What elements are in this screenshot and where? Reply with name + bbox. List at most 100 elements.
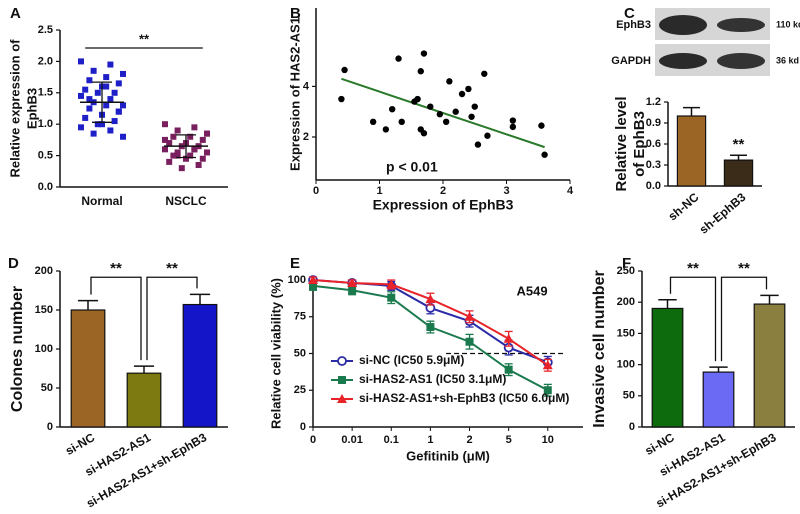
point xyxy=(78,92,84,99)
y-tick-label: 0.9 xyxy=(646,117,661,129)
significance: ** xyxy=(110,260,122,277)
point xyxy=(452,108,459,115)
point xyxy=(170,133,177,140)
point xyxy=(115,108,122,115)
point xyxy=(187,152,194,159)
point xyxy=(107,61,114,68)
error-bar xyxy=(133,365,155,374)
point xyxy=(78,58,84,65)
y-tick-label: 0 xyxy=(47,421,53,433)
y-axis-label: Relative cell viability (%) xyxy=(268,278,283,429)
point xyxy=(107,96,114,103)
y-tick-label: 100 xyxy=(288,274,306,286)
x-tick-label: 4 xyxy=(567,185,574,197)
point xyxy=(82,114,89,121)
point xyxy=(195,162,202,169)
marker xyxy=(503,333,514,343)
y-tick-label: 0 xyxy=(629,421,635,433)
y-tick-label: 200 xyxy=(617,296,635,308)
legend-label: si-HAS2-AS1+sh-EphB3 (IC50 6.0μM) xyxy=(359,391,569,405)
sd-bar xyxy=(92,81,112,123)
point xyxy=(509,123,517,131)
point xyxy=(191,124,198,131)
marker xyxy=(387,293,396,302)
point xyxy=(420,130,428,137)
panel-letter: A xyxy=(10,5,21,22)
bar xyxy=(702,371,735,428)
point xyxy=(166,158,173,165)
point xyxy=(204,130,210,137)
point xyxy=(94,89,101,96)
point xyxy=(162,121,168,128)
legend-marker xyxy=(337,356,347,366)
significance-bracket xyxy=(720,276,768,362)
point xyxy=(468,113,475,120)
point xyxy=(204,149,210,156)
bar xyxy=(753,303,786,428)
panel-letter: E xyxy=(290,255,300,272)
point xyxy=(398,118,405,126)
y-axis-label: Relative level xyxy=(613,96,630,191)
marker xyxy=(308,275,318,284)
blot-band xyxy=(659,53,707,69)
point xyxy=(465,85,472,93)
legend-marker xyxy=(337,394,347,403)
point xyxy=(538,122,545,129)
point xyxy=(162,146,168,153)
legend-marker xyxy=(338,376,346,384)
x-tick-label: 2 xyxy=(440,185,446,197)
error-bar xyxy=(189,293,211,305)
point xyxy=(120,70,126,77)
y-tick-label: 50 xyxy=(294,347,306,359)
error-bar xyxy=(760,294,779,305)
point xyxy=(369,118,377,126)
y-tick-label: 75 xyxy=(294,311,306,323)
point xyxy=(417,68,424,75)
significance: ** xyxy=(733,136,745,153)
point xyxy=(115,80,122,87)
blot-band xyxy=(717,18,765,32)
y-tick-label: 0.6 xyxy=(646,138,661,150)
marker xyxy=(309,281,317,290)
marker xyxy=(425,294,436,304)
x-axis-label: Expression of EphB3 xyxy=(373,197,514,213)
blot-size: 110 kd xyxy=(776,19,800,29)
point xyxy=(86,105,93,112)
bar xyxy=(182,303,218,428)
x-tick-label: Normal xyxy=(81,194,122,208)
y-tick-label: 0.0 xyxy=(38,181,53,193)
panel-letter: D xyxy=(8,255,19,272)
point xyxy=(183,155,189,162)
bar xyxy=(723,159,754,187)
point xyxy=(436,111,444,118)
y-tick-label: 0.5 xyxy=(38,150,53,162)
y-tick-label: 2 xyxy=(303,131,309,143)
y-axis-label: EphB3 xyxy=(24,88,39,129)
point xyxy=(484,132,491,139)
bar xyxy=(126,372,162,428)
point xyxy=(103,83,110,90)
point xyxy=(111,89,118,96)
marker xyxy=(543,386,552,395)
blot-label: EphB3 xyxy=(616,19,651,31)
y-tick-label: 0.3 xyxy=(646,159,661,171)
x-tick-label: 5 xyxy=(506,434,512,446)
significance-bracket xyxy=(669,276,717,362)
point xyxy=(94,121,101,128)
blot-band xyxy=(659,15,707,35)
y-tick-label: 50 xyxy=(41,382,53,394)
significance: ** xyxy=(687,260,699,277)
panel-letter: F xyxy=(622,255,631,272)
point xyxy=(103,74,110,81)
point xyxy=(90,67,97,74)
marker xyxy=(464,311,475,321)
point xyxy=(191,146,198,153)
point xyxy=(78,124,84,131)
y-axis-label: Colones number xyxy=(9,286,26,412)
y-tick-label: 25 xyxy=(294,384,306,396)
x-tick-label: 0.1 xyxy=(384,434,399,446)
marker xyxy=(347,277,358,287)
x-tick-label: si-NC xyxy=(642,430,676,458)
y-tick-label: 100 xyxy=(617,359,635,371)
